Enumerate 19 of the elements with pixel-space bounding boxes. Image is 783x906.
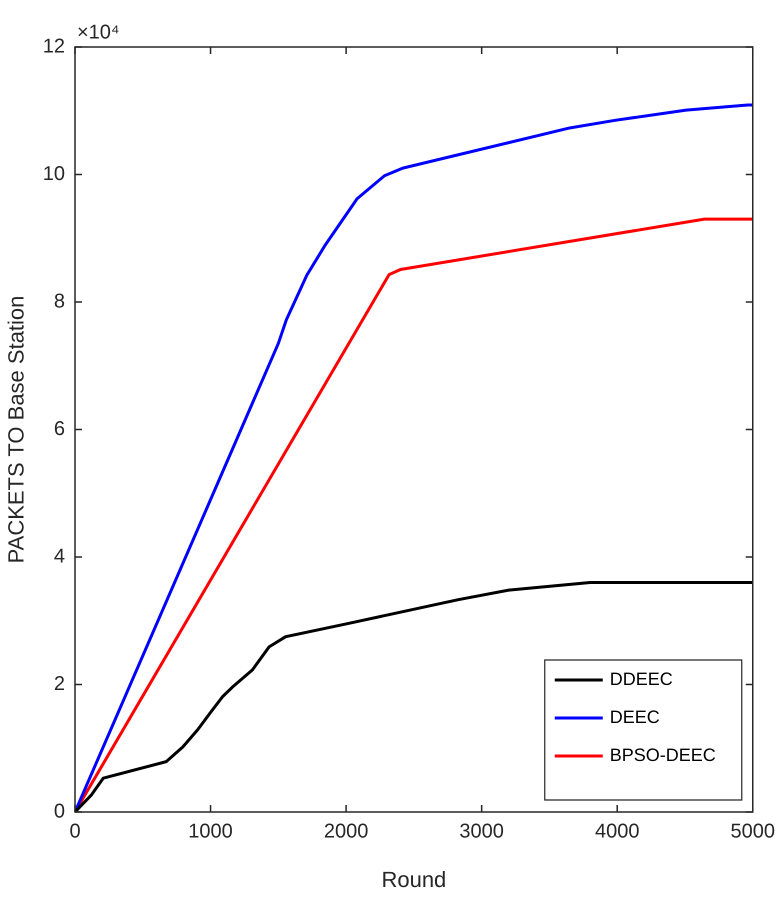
y-tick-label: 10: [42, 163, 65, 186]
text: ×10⁴: [77, 22, 120, 44]
x-tick-label: 4000: [594, 820, 640, 843]
y-tick-label: 0: [54, 800, 65, 823]
x-tick-label: 1000: [188, 820, 233, 843]
y-axis-title: PACKETS TO Base Station: [3, 296, 28, 564]
y-tick-label: 6: [54, 418, 65, 440]
x-tick-label: 2000: [324, 820, 368, 843]
legend-label: BPSO-DEEC: [610, 744, 716, 765]
y-tick-label: 12: [42, 36, 65, 58]
x-tick-label: 5000: [730, 820, 776, 843]
y-tick-label: 2: [54, 673, 65, 696]
x-axis-title: Round: [381, 866, 446, 892]
y-tick-label: 8: [54, 290, 65, 313]
y-tick-label: 4: [54, 546, 65, 568]
x-tick-label: 0: [69, 820, 81, 843]
x-tick-label: 3000: [459, 820, 504, 843]
legend-label: DDEEC: [610, 668, 673, 689]
legend-label: DEEC: [610, 706, 660, 727]
